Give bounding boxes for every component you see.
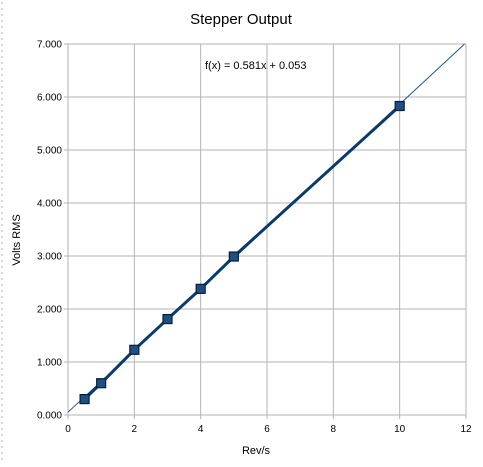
x-tick-label: 10 (394, 424, 406, 435)
y-tick-label: 3.000 (37, 252, 62, 263)
series-layer (79, 100, 405, 405)
data-point-marker (79, 394, 90, 405)
data-point-marker (394, 100, 405, 112)
data-point-marker (96, 378, 107, 389)
x-tick-label: 8 (331, 424, 337, 435)
y-tick-label: 4.000 (37, 199, 62, 210)
x-tick-label: 6 (264, 424, 270, 435)
x-tick-label: 4 (198, 424, 204, 435)
data-point-marker (228, 251, 239, 262)
chart-title: Stepper Output (190, 11, 293, 28)
plot-frame (67, 43, 467, 416)
tick-labels: 0 2 4 6 8 10 12 0.000 1.000 2.000 3.000 4.000 5.000 6… (37, 40, 472, 436)
x-tick-label: 2 (132, 424, 138, 435)
x-tick-label: 12 (460, 424, 472, 435)
grid-lines (64, 43, 467, 419)
y-tick-label: 2.000 (37, 305, 62, 316)
y-axis-label: Volts RMS (11, 214, 23, 265)
y-tick-label: 0.000 (37, 411, 62, 422)
left-edge-dots (0, 0, 4, 462)
data-point-marker (195, 283, 206, 294)
y-tick-label: 1.000 (37, 358, 62, 369)
data-point-marker (129, 344, 140, 355)
y-tick-label: 7.000 (37, 40, 62, 51)
data-point-marker (162, 313, 173, 325)
y-tick-label: 6.000 (37, 93, 62, 104)
trendline-equation: f(x) = 0.581x + 0.053 (205, 60, 307, 72)
y-tick-label: 5.000 (37, 146, 62, 157)
x-axis-label: Rev/s (242, 445, 271, 457)
x-tick-label: 0 (65, 424, 71, 435)
